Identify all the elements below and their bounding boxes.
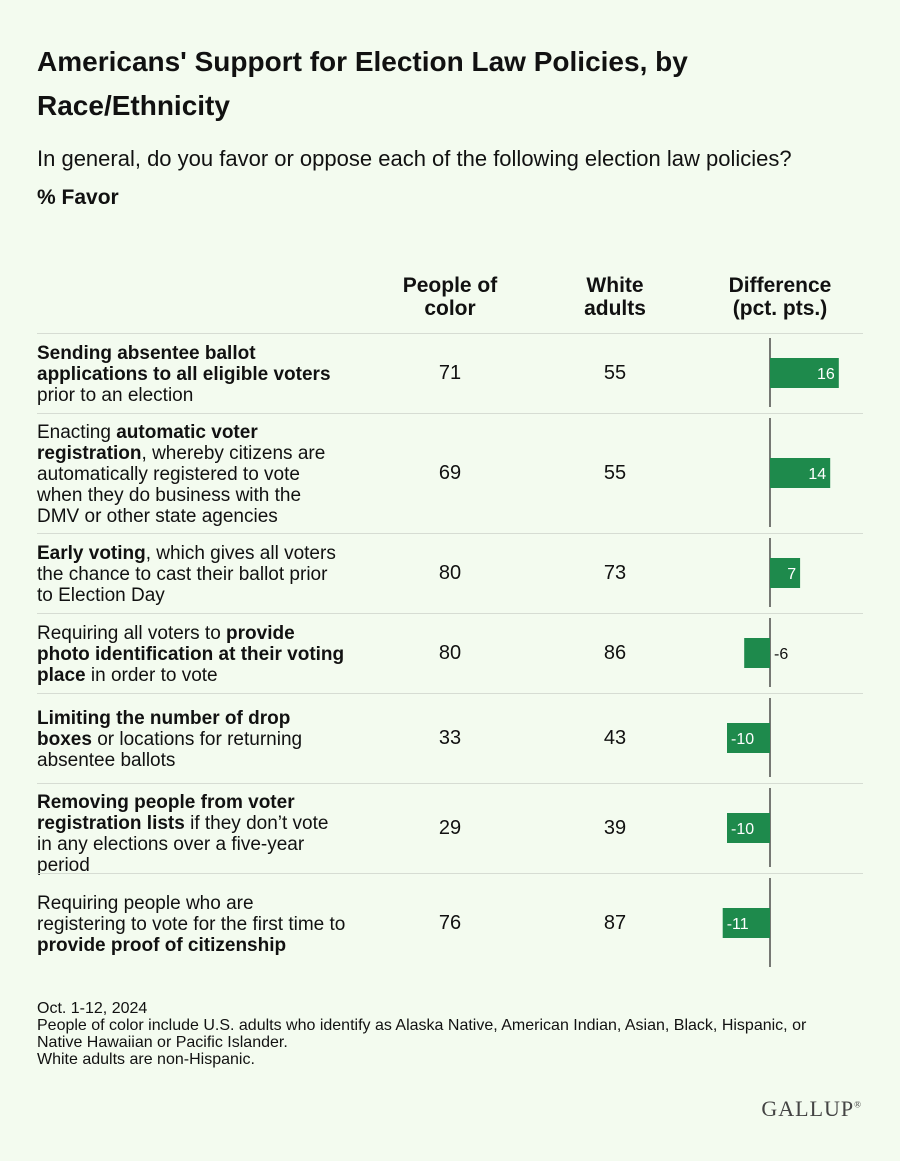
- table-row: Requiring people who are registering to …: [37, 873, 863, 974]
- column-header-white-adults: White adults: [584, 274, 646, 320]
- policy-label: Limiting the number of drop boxes or loc…: [37, 707, 303, 771]
- people-of-color-value: 29: [438, 817, 462, 839]
- table-row: Requiring all voters to provide photo id…: [37, 613, 863, 694]
- white-adults-value: 73: [603, 562, 627, 584]
- table-row: Enacting automatic voter registration, w…: [37, 413, 863, 534]
- survey-date: Oct. 1-12, 2024: [37, 1000, 148, 1017]
- people-of-color-value: 80: [438, 562, 462, 584]
- people-of-color-value: 33: [438, 727, 462, 749]
- white-adults-value: 86: [603, 642, 627, 664]
- footer-notes: Oct. 1-12, 2024 People of color include …: [37, 1000, 837, 1068]
- unit-label: % Favor: [37, 186, 119, 209]
- difference-value-label: -6: [774, 646, 788, 663]
- difference-value-label: 14: [808, 466, 826, 483]
- white-adults-value: 55: [603, 462, 627, 484]
- chart-subtitle: In general, do you favor or oppose each …: [37, 146, 792, 171]
- difference-value-label: 16: [817, 366, 835, 383]
- white-adults-value: 39: [603, 817, 627, 839]
- footnote-white-adults: White adults are non-Hispanic.: [37, 1051, 255, 1068]
- difference-bar: [722, 908, 770, 938]
- policy-label: Sending absentee ballot applications to …: [37, 342, 331, 406]
- table-row: Removing people from voter registration …: [37, 783, 863, 876]
- footnote-people-of-color: People of color include U.S. adults who …: [37, 1017, 807, 1051]
- policy-label: Removing people from voter registration …: [37, 792, 329, 876]
- difference-value-label: -10: [731, 731, 754, 748]
- white-adults-value: 87: [603, 912, 627, 934]
- policy-label: Requiring people who are registering to …: [37, 892, 346, 956]
- policy-label: Enacting automatic voter registration, w…: [37, 422, 326, 527]
- people-of-color-value: 80: [438, 642, 462, 664]
- difference-value-label: -10: [731, 821, 754, 838]
- difference-value-label: -11: [727, 916, 749, 933]
- policy-label: Early voting, which gives all voters the…: [37, 542, 336, 606]
- difference-bar: [744, 638, 770, 668]
- white-adults-value: 55: [603, 362, 627, 384]
- policy-label: Requiring all voters to provide photo id…: [37, 622, 345, 686]
- difference-bar: [727, 723, 770, 753]
- difference-bar: [770, 458, 831, 488]
- white-adults-value: 43: [603, 727, 627, 749]
- people-of-color-value: 71: [438, 362, 462, 384]
- column-header-difference: Difference (pct. pts.): [728, 274, 832, 320]
- table-row: Sending absentee ballot applications to …: [37, 333, 863, 414]
- table-row: Early voting, which gives all voters the…: [37, 533, 863, 614]
- difference-bar: [770, 358, 839, 388]
- gallup-logo: GALLUP®: [761, 1096, 862, 1121]
- chart-title: Americans' Support for Election Law Poli…: [37, 46, 688, 121]
- difference-bar: [727, 813, 770, 843]
- column-header-people-of-color: People of color: [402, 274, 498, 320]
- difference-value-label: 7: [787, 566, 796, 583]
- people-of-color-value: 76: [438, 912, 462, 934]
- difference-bar: [770, 558, 801, 588]
- table-row: Limiting the number of drop boxes or loc…: [37, 693, 863, 784]
- people-of-color-value: 69: [438, 462, 462, 484]
